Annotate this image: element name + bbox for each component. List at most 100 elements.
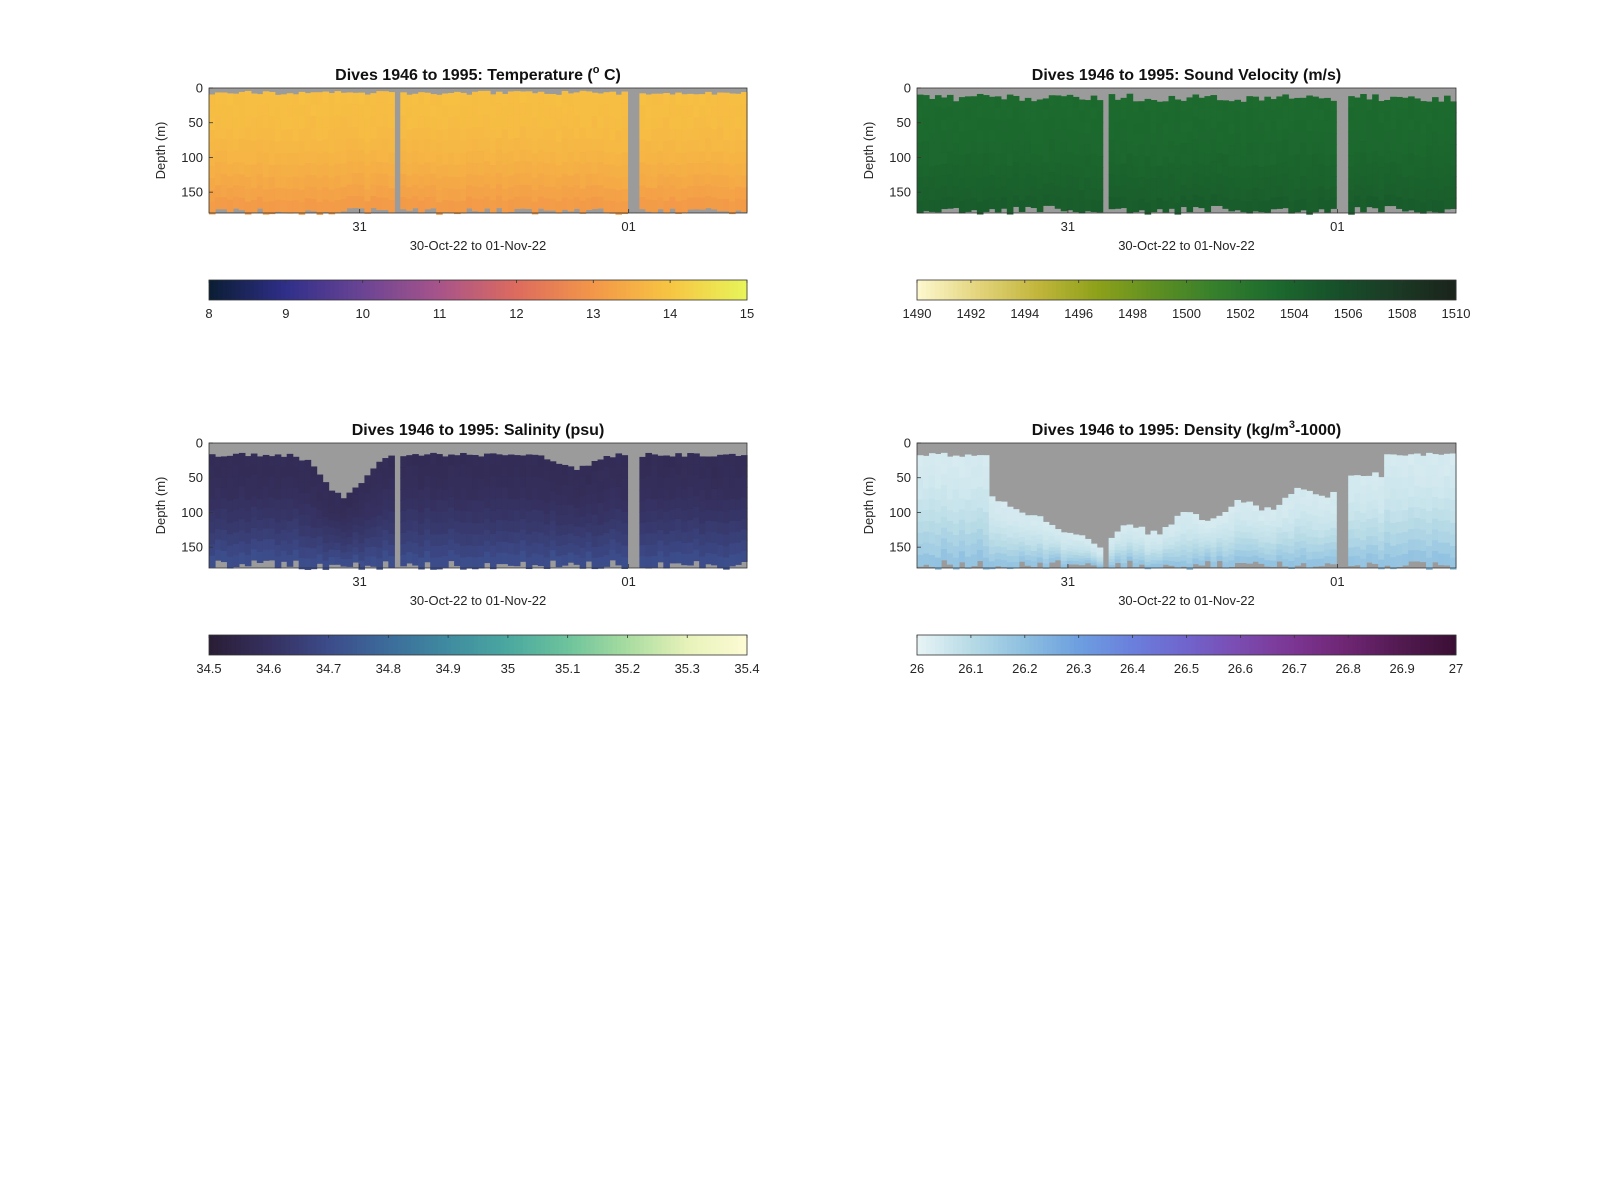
heatmap-cell bbox=[651, 533, 658, 546]
heatmap-cell bbox=[946, 128, 954, 141]
heatmap-cell bbox=[1348, 520, 1355, 531]
colorbar-segment bbox=[392, 280, 398, 300]
colorbar-segment bbox=[217, 635, 223, 655]
heatmap-cell bbox=[1396, 533, 1403, 545]
heatmap-cell bbox=[615, 486, 623, 499]
colorbar: 26 26.1 26.2 26.3 26.4 26.5 26.6 26.7 26.8 26.9 27 bbox=[910, 634, 1463, 676]
heatmap-cell bbox=[376, 483, 383, 495]
colorbar-segment bbox=[1289, 280, 1295, 300]
colorbar-segment bbox=[540, 280, 546, 300]
heatmap-cell bbox=[1210, 523, 1218, 529]
heatmap-cell bbox=[1030, 101, 1038, 113]
heatmap-cell bbox=[1408, 175, 1415, 188]
heatmap-cell bbox=[693, 496, 700, 508]
heatmap-cell bbox=[472, 174, 479, 188]
heatmap-cell bbox=[310, 186, 318, 200]
heatmap-cell bbox=[1300, 489, 1307, 498]
colorbar-segment bbox=[1244, 635, 1250, 655]
heatmap-cell bbox=[1138, 112, 1146, 124]
heatmap-cell bbox=[1018, 178, 1026, 190]
heatmap-cell bbox=[1066, 117, 1074, 130]
heatmap-cell bbox=[1222, 517, 1230, 524]
colorbar-segment bbox=[697, 280, 703, 300]
heatmap-cell bbox=[1390, 534, 1397, 547]
colorbar-segment bbox=[545, 280, 551, 300]
heatmap-cell bbox=[1258, 167, 1265, 179]
heatmap-cell bbox=[436, 106, 443, 120]
heatmap-cell bbox=[735, 163, 742, 176]
heatmap-cell bbox=[1222, 551, 1230, 558]
heatmap-cell bbox=[1402, 120, 1409, 133]
heatmap-cell bbox=[501, 117, 509, 131]
heatmap-cell bbox=[1210, 532, 1218, 539]
heatmap-cell bbox=[472, 139, 479, 152]
heatmap-cell bbox=[472, 557, 479, 570]
heatmap-cell bbox=[334, 163, 342, 177]
heatmap-cell bbox=[262, 177, 270, 191]
heatmap-cell bbox=[651, 522, 658, 534]
heatmap-cell bbox=[448, 140, 455, 154]
heatmap-cell bbox=[268, 91, 276, 105]
heatmap-cell bbox=[1216, 173, 1224, 185]
heatmap-cell bbox=[1276, 152, 1283, 165]
colorbar-segment bbox=[1447, 635, 1453, 655]
heatmap-cell bbox=[430, 128, 437, 141]
heatmap-cell bbox=[1348, 107, 1355, 121]
heatmap-cell bbox=[454, 104, 461, 117]
heatmap-cell bbox=[424, 497, 431, 509]
heatmap-cell bbox=[597, 470, 605, 482]
heatmap-cell bbox=[1414, 485, 1421, 498]
colorbar-tick-label: 1490 bbox=[903, 306, 932, 321]
heatmap-cell bbox=[412, 127, 419, 140]
colorbar-segment bbox=[697, 635, 703, 655]
heatmap-cell bbox=[651, 152, 658, 166]
colorbar-segment bbox=[1060, 635, 1066, 655]
heatmap-cell bbox=[729, 105, 736, 119]
heatmap-cell bbox=[495, 126, 503, 139]
heatmap-cell bbox=[645, 106, 652, 119]
colorbar-segment bbox=[1285, 635, 1291, 655]
colorbar-segment bbox=[567, 280, 573, 300]
heatmap-cell bbox=[603, 555, 611, 567]
heatmap-cell bbox=[651, 454, 658, 467]
heatmap-cell bbox=[478, 90, 485, 104]
heatmap-cell bbox=[645, 141, 652, 154]
heatmap-cell bbox=[1168, 107, 1176, 119]
heatmap-cell bbox=[1282, 128, 1289, 141]
colorbar: 8 9 10 11 12 13 14 15 bbox=[205, 279, 754, 321]
heatmap-cell bbox=[615, 202, 623, 215]
heatmap-cell bbox=[1090, 547, 1098, 551]
colorbar-segment bbox=[1235, 635, 1241, 655]
heatmap-cell bbox=[460, 511, 467, 524]
heatmap-cell bbox=[1132, 189, 1140, 202]
heatmap-cell bbox=[1126, 549, 1134, 554]
heatmap-cell bbox=[675, 92, 682, 106]
heatmap-cell bbox=[418, 478, 425, 491]
heatmap-cell bbox=[1042, 173, 1050, 185]
heatmap-cell bbox=[232, 105, 240, 118]
heatmap-cell bbox=[1306, 95, 1313, 108]
heatmap-cell bbox=[976, 141, 984, 155]
colorbar-segment bbox=[1289, 635, 1295, 655]
heatmap-cell bbox=[1066, 539, 1074, 543]
heatmap-cell bbox=[400, 521, 407, 534]
heatmap-cell bbox=[352, 532, 360, 541]
heatmap-cell bbox=[513, 149, 521, 163]
colorbar-segment bbox=[1204, 280, 1210, 300]
colorbar-segment bbox=[1092, 280, 1098, 300]
heatmap-cell bbox=[454, 455, 461, 467]
colorbar-segment bbox=[280, 635, 286, 655]
heatmap-cell bbox=[964, 199, 972, 212]
heatmap-cell bbox=[1162, 538, 1170, 543]
colorbar-segment bbox=[1168, 280, 1174, 300]
colorbar-segment bbox=[581, 635, 587, 655]
y-tick-label: 0 bbox=[904, 81, 911, 96]
heatmap-cell bbox=[1228, 155, 1236, 168]
heatmap-cell bbox=[472, 162, 479, 176]
heatmap-cell bbox=[555, 177, 563, 190]
heatmap-cell bbox=[478, 199, 485, 212]
heatmap-cell bbox=[268, 177, 276, 190]
heatmap-cell bbox=[1282, 196, 1289, 209]
heatmap-cell bbox=[1096, 555, 1104, 559]
heatmap-cell bbox=[1108, 549, 1116, 554]
